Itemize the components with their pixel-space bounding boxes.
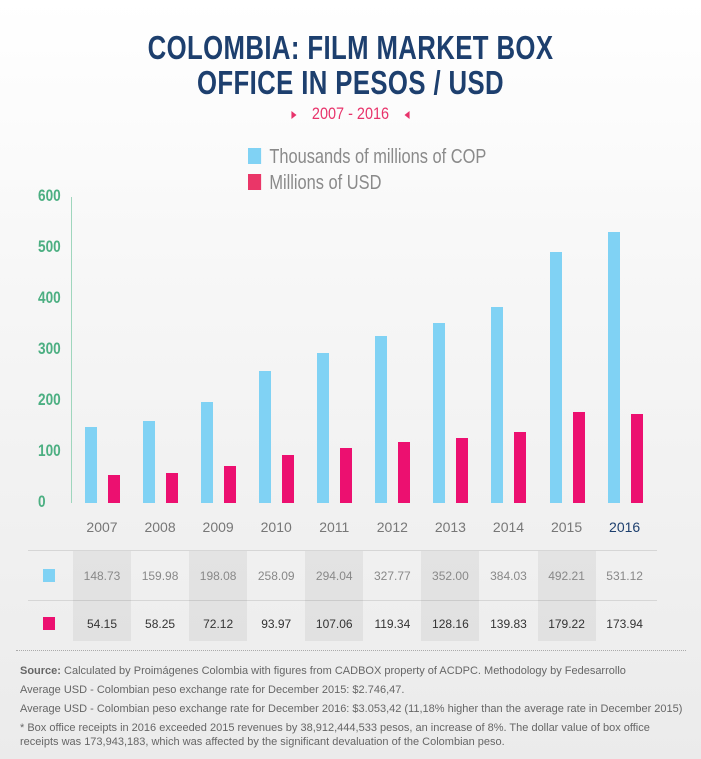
legend-swatch-usd	[248, 174, 262, 190]
table-cell-cop: 384.03	[490, 569, 527, 583]
title-line-1: COLOMBIA: FILM MARKET BOX	[147, 29, 554, 66]
bar-cop	[317, 353, 330, 503]
bar-cop	[201, 401, 214, 503]
table-column-shade	[189, 551, 248, 641]
bar-cop	[433, 323, 446, 503]
footer-note-1: Average USD - Colombian peso exchange ra…	[20, 684, 405, 696]
y-axis-line	[71, 197, 72, 503]
legend-label-usd: Millions of USD	[269, 172, 382, 194]
y-tick-label: 500	[38, 237, 61, 256]
bar-usd	[224, 466, 237, 503]
table-cell-usd: 173.94	[606, 617, 643, 631]
bar-usd	[572, 411, 585, 503]
table-cell-usd: 72.12	[203, 617, 234, 631]
triangle-left-icon	[404, 110, 410, 119]
table-cell-cop: 531.12	[606, 569, 643, 583]
divider	[16, 650, 686, 651]
legend-label-cop: Thousands of millions of COP	[269, 146, 487, 168]
table-cell-cop: 294.04	[315, 569, 353, 583]
table-cell-cop: 148.73	[83, 569, 121, 583]
x-tick-label: 2011	[319, 519, 350, 535]
bar-cop	[549, 251, 562, 503]
table-column-shade	[537, 551, 596, 641]
table-cell-usd: 93.97	[261, 617, 292, 631]
footer-note-2: Average USD - Colombian peso exchange ra…	[20, 703, 683, 715]
table-cell-usd: 179.22	[548, 617, 585, 631]
bar-cop	[607, 232, 620, 503]
x-tick-label: 2016	[609, 519, 641, 535]
table-cell-cop: 492.21	[548, 569, 585, 583]
table-cell-cop: 258.09	[257, 569, 295, 583]
table-cell-usd: 128.16	[432, 617, 469, 631]
source-label: Source:	[20, 665, 61, 677]
bar-cop	[259, 371, 272, 503]
x-tick-label: 2015	[550, 519, 583, 535]
table-column-shade	[305, 551, 364, 641]
subtitle-text: 2007 - 2016	[311, 104, 390, 123]
x-tick-label: 2010	[260, 519, 292, 535]
table-swatch-cop	[43, 569, 55, 582]
bar-cop	[143, 421, 156, 503]
bar-usd	[398, 442, 411, 503]
y-tick-label: 100	[38, 441, 61, 460]
table-cell-usd: 107.06	[315, 617, 353, 631]
x-tick-label: 2012	[376, 519, 408, 535]
bar-cop	[375, 335, 388, 503]
x-tick-label: 2009	[202, 519, 234, 535]
y-tick-label: 0	[38, 492, 46, 511]
x-tick-label: 2008	[144, 519, 176, 535]
title-line-2: OFFICE IN PESOS / USD	[196, 64, 505, 101]
subtitle: 2007 - 2016	[53, 104, 649, 124]
footer-note-3: * Box office receipts in 2016 exceeded 2…	[20, 722, 650, 748]
y-tick-label: 300	[38, 339, 61, 358]
table-line-middle	[28, 600, 657, 601]
table-cell-cop: 159.98	[141, 569, 179, 583]
legend-item-usd: Millions of USD	[248, 172, 381, 195]
table-column-shade	[421, 551, 480, 641]
table-cell-cop: 327.77	[373, 569, 411, 583]
y-tick-label: 200	[38, 390, 61, 409]
bar-usd	[166, 473, 179, 503]
table-cell-usd: 54.15	[86, 617, 118, 631]
bar-cop	[85, 427, 97, 503]
footer-source: Source: Calculated by Proimágenes Colomb…	[20, 664, 690, 678]
table-cell-usd: 139.83	[490, 617, 527, 631]
y-tick-label: 400	[38, 288, 61, 307]
bar-cop	[491, 307, 504, 503]
table-cell-usd: 119.34	[374, 617, 411, 631]
table-swatch-usd	[43, 617, 55, 630]
table-cell-usd: 58.25	[145, 617, 176, 631]
bar-usd	[282, 455, 295, 503]
table-column-shade	[73, 551, 131, 641]
table-cell-cop: 198.08	[199, 569, 237, 583]
x-tick-label: 2014	[492, 519, 525, 535]
bar-usd	[456, 437, 469, 503]
x-tick-label: 2007	[86, 519, 118, 535]
table-line-top	[28, 550, 657, 551]
y-tick-label: 600	[38, 186, 61, 205]
table-cell-cop: 352.00	[432, 569, 469, 583]
source-text: Calculated by Proimágenes Colombia with …	[60, 665, 626, 677]
triangle-right-icon	[291, 110, 297, 119]
legend-swatch-cop	[248, 148, 262, 164]
legend-item-cop: Thousands of millions of COP	[248, 146, 486, 169]
bar-usd	[108, 475, 120, 503]
bar-usd	[514, 431, 527, 503]
bar-usd	[340, 448, 353, 503]
x-tick-label: 2013	[434, 519, 466, 535]
bar-usd	[630, 414, 643, 503]
